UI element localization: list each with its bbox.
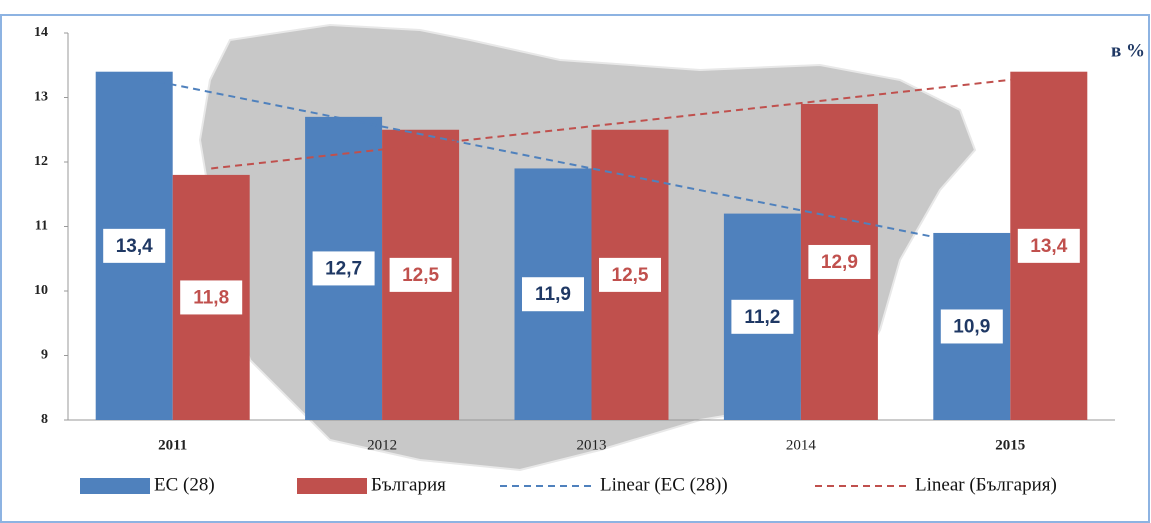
y-tick-label: 9: [41, 348, 48, 363]
y-tick-label: 10: [34, 283, 48, 298]
x-tick-label: 2012: [367, 437, 397, 453]
value-label: 11,2: [744, 307, 780, 328]
legend-label: България: [371, 474, 446, 495]
value-label-box: [312, 251, 375, 286]
x-tick-label: 2011: [158, 437, 187, 453]
value-label-box: [522, 277, 584, 312]
value-label-box: [180, 280, 243, 315]
y-tick-label: 14: [34, 25, 48, 40]
value-label-box: [389, 257, 452, 292]
x-tick-label: 2015: [995, 437, 1025, 453]
y-tick-label: 13: [34, 90, 48, 105]
value-label-box: [808, 244, 871, 279]
value-label: 11,9: [535, 284, 571, 305]
value-label-box: [731, 299, 794, 334]
legend-label: ЕС (28): [154, 474, 215, 495]
x-tick-label: 2013: [577, 437, 607, 453]
unit-label: в %: [1111, 40, 1145, 61]
y-tick-label: 11: [35, 219, 48, 234]
value-label: 12,5: [402, 265, 439, 286]
value-label: 13,4: [1030, 236, 1067, 257]
y-tick-label: 12: [34, 154, 48, 169]
value-label: 12,7: [325, 258, 362, 279]
value-label: 13,4: [116, 236, 153, 257]
legend-label: Linear (ЕС (28)): [600, 474, 728, 495]
value-label: 12,9: [821, 252, 858, 273]
y-tick-label: 8: [41, 412, 48, 427]
legend-swatch: [80, 478, 150, 494]
value-label-box: [103, 228, 166, 263]
value-label: 10,9: [953, 316, 990, 337]
legend-swatch: [297, 478, 367, 494]
legend-label: Linear (България): [915, 474, 1057, 495]
value-label-box: [940, 309, 1003, 344]
trend-line: [134, 75, 972, 246]
trend-line: [211, 74, 1049, 170]
value-label-box: [599, 257, 661, 292]
value-label: 12,5: [612, 265, 649, 286]
value-label-box: [1017, 228, 1080, 263]
value-label: 11,8: [193, 287, 229, 308]
x-tick-label: 2014: [786, 437, 817, 453]
